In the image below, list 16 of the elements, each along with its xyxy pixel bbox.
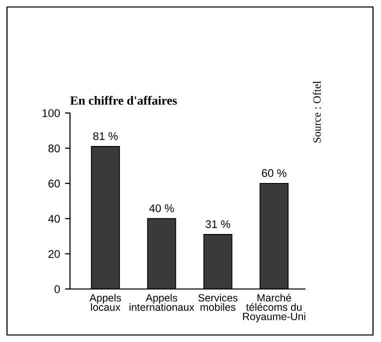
data-label: 81 % bbox=[93, 132, 118, 140]
x-tick-label: Services mobiles bbox=[198, 294, 238, 311]
y-tick-label: 20 bbox=[48, 250, 60, 258]
data-label: 31 % bbox=[206, 220, 230, 228]
data-label: 40 % bbox=[149, 204, 174, 212]
y-tick-label: 60 bbox=[48, 180, 60, 188]
y-tick-label: 40 bbox=[48, 214, 60, 223]
x-tick-label: Appels locaux bbox=[90, 294, 121, 311]
source-note: Source : Oftel bbox=[312, 81, 321, 142]
chart-title: En chiffre d'affaires bbox=[70, 96, 177, 105]
y-tick-label: 100 bbox=[42, 109, 60, 118]
x-tick-label: Appels internationaux bbox=[130, 294, 194, 311]
y-tick-label: 0 bbox=[54, 285, 60, 294]
x-tick-label: Marché télécoms du Royaume-Uni bbox=[243, 294, 306, 322]
y-tick-label: 80 bbox=[48, 144, 60, 152]
data-label: 60 % bbox=[262, 169, 286, 178]
